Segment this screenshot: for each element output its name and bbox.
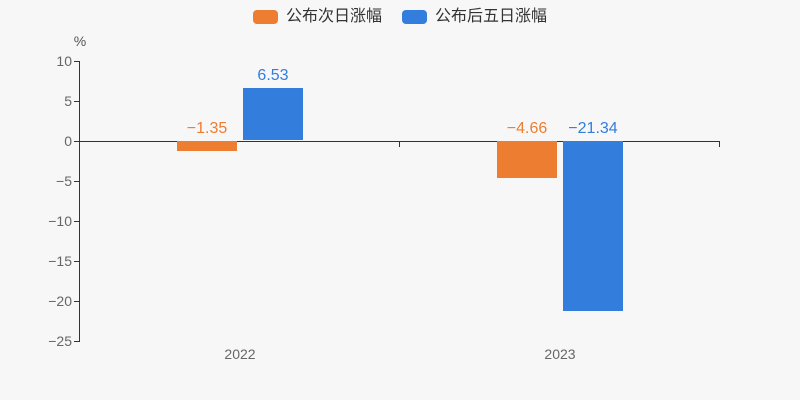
bar-2022-series0[interactable] (177, 140, 237, 152)
y-axis-tick (74, 100, 80, 102)
category-label: 2023 (544, 346, 576, 362)
bar-2023-series0[interactable] (497, 140, 557, 178)
y-tick-label: −20 (48, 292, 72, 309)
y-axis-tick (74, 300, 80, 302)
legend-item-next-day-change[interactable]: 公布次日涨幅 (252, 8, 382, 26)
x-axis-tick (719, 140, 720, 147)
category-label: 2022 (224, 346, 256, 362)
legend-label-five-day-change: 公布后五日涨幅 (435, 8, 548, 25)
chart-legend: 公布次日涨幅 公布后五日涨幅 (0, 8, 800, 26)
y-tick-label: −25 (48, 332, 72, 349)
y-tick-label: −15 (48, 252, 72, 269)
x-axis-tick (399, 140, 400, 147)
legend-item-five-day-change[interactable]: 公布后五日涨幅 (402, 8, 547, 26)
y-tick-label: 0 (64, 132, 72, 149)
legend-label-next-day-change: 公布次日涨幅 (285, 8, 382, 25)
bar-2023-series1[interactable] (563, 140, 623, 312)
y-axis-unit-label: % (73, 33, 87, 49)
y-axis-tick (74, 260, 80, 262)
y-axis-tick (74, 220, 80, 222)
value-label-2022-series0: −1.35 (186, 119, 228, 137)
value-label-2023-series0: −4.66 (506, 119, 548, 137)
y-tick-label: −10 (48, 212, 72, 229)
y-axis-tick (74, 60, 80, 62)
y-axis-tick (74, 140, 80, 142)
y-tick-label: 5 (64, 92, 72, 109)
y-axis-tick (74, 340, 80, 342)
value-label-2022-series1: 6.53 (257, 67, 289, 85)
value-label-2023-series1: −21.34 (568, 119, 618, 137)
y-tick-label: 10 (56, 52, 72, 69)
x-axis-zero-line (80, 140, 720, 142)
y-axis-tick (74, 180, 80, 182)
legend-swatch-orange-icon (252, 10, 278, 24)
y-tick-label: −5 (56, 172, 72, 189)
y-axis-line (79, 60, 80, 341)
legend-swatch-blue-icon (402, 10, 427, 24)
bar-2022-series1[interactable] (243, 88, 303, 141)
